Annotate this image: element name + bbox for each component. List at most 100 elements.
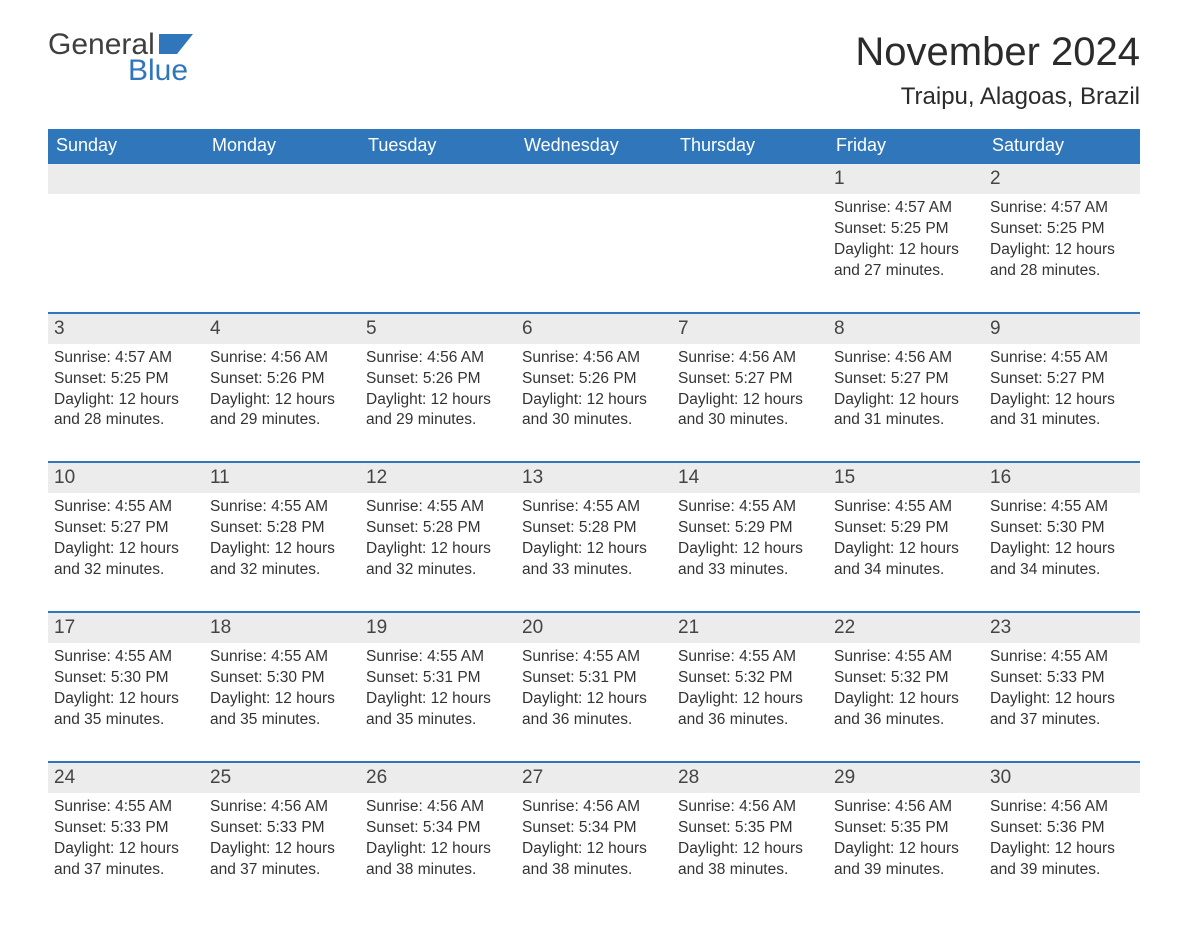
day-number: 22 (828, 612, 984, 643)
page-header: General Blue November 2024 Traipu, Alago… (48, 30, 1140, 111)
day-detail-cell: Sunrise: 4:56 AMSunset: 5:35 PMDaylight:… (672, 793, 828, 911)
day-detail-line: Sunrise: 4:56 AM (366, 348, 510, 369)
day-number: 11 (204, 462, 360, 493)
day-number-row: 17181920212223 (48, 612, 1140, 643)
day-detail-line: Sunrise: 4:56 AM (834, 348, 978, 369)
weekday-header: Wednesday (516, 129, 672, 164)
day-detail-cell (672, 194, 828, 313)
day-detail-row: Sunrise: 4:55 AMSunset: 5:27 PMDaylight:… (48, 493, 1140, 612)
day-detail-line: Sunset: 5:25 PM (834, 219, 978, 240)
day-detail-cell: Sunrise: 4:56 AMSunset: 5:34 PMDaylight:… (360, 793, 516, 911)
day-detail-line: Daylight: 12 hours (366, 689, 510, 710)
day-detail-line: Daylight: 12 hours (678, 689, 822, 710)
day-detail-line: Sunrise: 4:55 AM (990, 647, 1134, 668)
day-number: 21 (672, 612, 828, 643)
day-number: 13 (516, 462, 672, 493)
day-number: 24 (48, 762, 204, 793)
day-number: 30 (984, 762, 1140, 793)
day-detail-line: Daylight: 12 hours (522, 839, 666, 860)
day-detail-line: and 33 minutes. (678, 560, 822, 581)
day-number: 8 (828, 313, 984, 344)
day-detail-line: Sunrise: 4:56 AM (678, 797, 822, 818)
day-detail-line: Daylight: 12 hours (990, 539, 1134, 560)
day-number: 7 (672, 313, 828, 344)
day-detail-line: Daylight: 12 hours (834, 689, 978, 710)
day-detail-cell (360, 194, 516, 313)
day-detail-line: Sunrise: 4:56 AM (522, 797, 666, 818)
day-detail-line: Sunset: 5:31 PM (366, 668, 510, 689)
day-number: 25 (204, 762, 360, 793)
day-detail-line: Sunset: 5:26 PM (210, 369, 354, 390)
day-detail-line: Daylight: 12 hours (990, 839, 1134, 860)
day-detail-cell: Sunrise: 4:55 AMSunset: 5:30 PMDaylight:… (984, 493, 1140, 612)
day-number: 10 (48, 462, 204, 493)
day-detail-line: Sunset: 5:28 PM (366, 518, 510, 539)
day-detail-cell: Sunrise: 4:56 AMSunset: 5:34 PMDaylight:… (516, 793, 672, 911)
day-detail-cell: Sunrise: 4:55 AMSunset: 5:32 PMDaylight:… (672, 643, 828, 762)
day-detail-cell: Sunrise: 4:55 AMSunset: 5:30 PMDaylight:… (48, 643, 204, 762)
day-detail-line: Sunset: 5:36 PM (990, 818, 1134, 839)
day-detail-line: Sunset: 5:33 PM (54, 818, 198, 839)
day-detail-line: Daylight: 12 hours (210, 539, 354, 560)
logo: General Blue (48, 30, 193, 86)
day-detail-line: Sunset: 5:27 PM (834, 369, 978, 390)
day-detail-line: Sunset: 5:33 PM (990, 668, 1134, 689)
day-detail-line: Sunset: 5:26 PM (522, 369, 666, 390)
day-detail-cell: Sunrise: 4:56 AMSunset: 5:36 PMDaylight:… (984, 793, 1140, 911)
weekday-header: Tuesday (360, 129, 516, 164)
day-detail-line: Sunrise: 4:55 AM (54, 647, 198, 668)
day-detail-line: Sunrise: 4:55 AM (54, 497, 198, 518)
day-detail-line: and 29 minutes. (210, 410, 354, 431)
day-number (48, 164, 204, 194)
day-detail-line: Sunset: 5:28 PM (522, 518, 666, 539)
day-detail-line: Sunrise: 4:55 AM (210, 497, 354, 518)
day-detail-line: Sunset: 5:30 PM (54, 668, 198, 689)
day-detail-line: and 37 minutes. (54, 860, 198, 881)
day-detail-line: Daylight: 12 hours (54, 390, 198, 411)
weekday-header: Sunday (48, 129, 204, 164)
day-detail-line: Sunset: 5:32 PM (834, 668, 978, 689)
day-detail-line: and 37 minutes. (990, 710, 1134, 731)
day-detail-line: Daylight: 12 hours (678, 390, 822, 411)
day-detail-line: Sunrise: 4:55 AM (990, 497, 1134, 518)
day-number: 16 (984, 462, 1140, 493)
day-detail-line: and 38 minutes. (522, 860, 666, 881)
weekday-header: Saturday (984, 129, 1140, 164)
day-number: 4 (204, 313, 360, 344)
day-detail-line: Sunrise: 4:56 AM (366, 797, 510, 818)
day-detail-line: Sunset: 5:27 PM (54, 518, 198, 539)
day-number: 18 (204, 612, 360, 643)
day-detail-cell: Sunrise: 4:56 AMSunset: 5:26 PMDaylight:… (516, 344, 672, 463)
day-detail-line: Sunrise: 4:56 AM (834, 797, 978, 818)
day-number: 1 (828, 164, 984, 194)
day-number: 2 (984, 164, 1140, 194)
day-detail-line: Daylight: 12 hours (834, 390, 978, 411)
day-number-row: 3456789 (48, 313, 1140, 344)
day-detail-line: and 27 minutes. (834, 261, 978, 282)
day-detail-line: Sunrise: 4:55 AM (54, 797, 198, 818)
day-detail-line: Daylight: 12 hours (54, 839, 198, 860)
day-detail-line: Sunset: 5:27 PM (678, 369, 822, 390)
day-detail-line: and 28 minutes. (990, 261, 1134, 282)
day-detail-line: Sunrise: 4:55 AM (210, 647, 354, 668)
day-detail-line: Daylight: 12 hours (990, 390, 1134, 411)
day-detail-line: Sunrise: 4:57 AM (834, 198, 978, 219)
logo-text-blue: Blue (128, 56, 193, 86)
day-detail-line: Sunrise: 4:56 AM (990, 797, 1134, 818)
day-detail-line: Daylight: 12 hours (210, 689, 354, 710)
day-detail-line: and 39 minutes. (834, 860, 978, 881)
day-number: 29 (828, 762, 984, 793)
day-detail-line: Sunset: 5:30 PM (210, 668, 354, 689)
day-detail-cell: Sunrise: 4:55 AMSunset: 5:31 PMDaylight:… (360, 643, 516, 762)
day-detail-line: Daylight: 12 hours (834, 240, 978, 261)
day-detail-line: Sunset: 5:25 PM (990, 219, 1134, 240)
day-detail-cell (204, 194, 360, 313)
day-detail-line: Sunrise: 4:57 AM (990, 198, 1134, 219)
day-detail-line: Daylight: 12 hours (834, 839, 978, 860)
day-detail-line: and 35 minutes. (366, 710, 510, 731)
day-number: 5 (360, 313, 516, 344)
day-detail-line: Sunset: 5:33 PM (210, 818, 354, 839)
day-detail-line: and 35 minutes. (54, 710, 198, 731)
day-detail-line: and 28 minutes. (54, 410, 198, 431)
day-detail-line: and 35 minutes. (210, 710, 354, 731)
